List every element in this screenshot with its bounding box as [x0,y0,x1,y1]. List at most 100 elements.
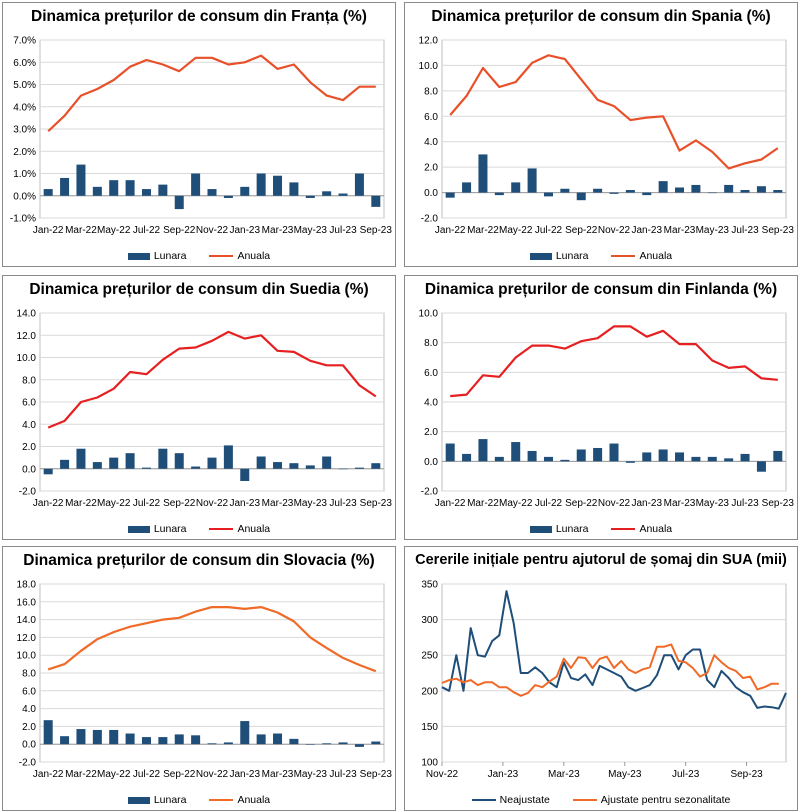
y-tick-label: 350 [421,580,438,591]
y-tick-label: 4.0 [22,420,36,431]
bar [560,188,570,193]
chart-plot: -1.0% 0.0% 1.0% 2.0% 3.0% 4.0% 5.0% 6.0% 7.0% Jan… [10,36,393,237]
bar [658,449,668,462]
bar [273,175,283,196]
x-tick-label: Nov-22 [598,498,631,509]
y-tick-label: 10.0 [419,309,439,320]
bar [141,737,151,745]
series-line [450,325,778,398]
y-tick-label: 6.0 [424,112,438,123]
x-tick-label: Jan-23 [488,769,519,780]
chart-title: Dinamica prețurilor de consum din Spania… [431,8,771,25]
bar [76,729,86,745]
y-tick-label: 2.0 [22,722,36,733]
legend-label: Lunara [555,250,589,262]
bar [92,462,102,469]
x-tick-label: Jul-22 [133,498,161,509]
x-tick-label: Jan-22 [33,225,64,236]
chart-title: Cererile inițiale pentru ajutorul de șom… [415,552,787,568]
bar [462,182,472,193]
legend-item-lunara: Lunara [529,523,589,535]
chart-plot: 100 150 200 250 300 350 Nov-22 Jan-23 Mar-23 May-… [421,580,787,780]
bar [289,182,299,196]
legend-label: Anuala [639,250,673,262]
chart-title: Dinamica prețurilor de consum din Franța… [31,8,367,25]
x-tick-label: May-22 [499,225,533,236]
bar [191,173,201,196]
x-tick-label: Jan-23 [631,225,662,236]
bar [158,184,168,196]
bar [773,190,783,193]
bar [338,742,348,745]
y-tick-label: -1.0% [10,214,36,225]
legend-label: Lunara [555,523,589,535]
chart-panel-france: Dinamica prețurilor de consum din Franța… [2,2,396,267]
x-tick-label: Sep-23 [360,498,393,509]
bar [338,468,348,470]
y-tick-label: 8.0 [424,338,438,349]
bar [354,744,364,747]
legend-swatch-line [471,799,496,802]
x-tick-label: May-23 [294,498,328,509]
legend-item-anuala: Anuala [611,523,672,535]
x-tick-label: Sep-22 [565,498,598,509]
y-tick-label: 10.0 [419,61,439,72]
bar [756,461,766,472]
y-tick-label: 250 [421,651,438,662]
bar [60,459,70,469]
x-tick-label: Mar-23 [664,225,696,236]
legend-item-lunara: Lunara [127,250,187,262]
x-tick-label: Jul-22 [535,498,563,509]
bar [642,192,652,196]
bar [223,195,233,198]
bar [625,190,635,193]
legend-item-lunara: Lunara [529,250,589,262]
bar [273,462,283,469]
bar [445,192,455,198]
series-line [441,590,787,710]
y-tick-label: 10.0 [17,651,37,662]
bar [92,186,102,196]
y-tick-label: -2.0 [421,214,439,225]
chart-panel-slovakia: Dinamica prețurilor de consum din Slovac… [2,546,396,811]
y-tick-label: 16.0 [17,597,37,608]
bar [207,743,217,745]
legend-label: Anuala [237,523,271,535]
x-tick-label: Sep-22 [163,769,196,780]
y-tick-label: 12.0 [17,633,37,644]
bar [609,443,619,462]
bar [322,743,332,745]
bar [724,184,734,193]
bar [223,742,233,745]
bar [174,453,184,469]
bar [691,184,701,193]
x-tick-label: Sep-23 [360,225,393,236]
y-tick-label: 5.0% [13,80,36,91]
x-tick-label: Mar-23 [262,498,294,509]
x-tick-label: Mar-22 [467,225,499,236]
x-tick-label: Sep-23 [762,498,795,509]
bar [478,154,488,193]
chart-panel-finland: Dinamica prețurilor de consum din Finlan… [404,275,798,540]
x-tick-label: Nov-22 [598,225,631,236]
bar [76,164,86,196]
bar [593,188,603,193]
bar [371,195,381,207]
bar [141,189,151,196]
y-tick-label: 12.0 [17,331,37,342]
bar [691,456,701,462]
bar [125,733,135,745]
bar [174,195,184,210]
bar [240,468,250,481]
bar [240,721,250,745]
y-tick-label: -2.0 [19,758,37,769]
bar [527,168,537,193]
plot-area [441,39,787,219]
series-line [47,54,376,132]
bar [445,443,455,462]
bar [60,736,70,745]
y-tick-label: 2.0 [424,427,438,438]
bar [125,180,135,196]
x-tick-label: Jan-22 [33,498,64,509]
